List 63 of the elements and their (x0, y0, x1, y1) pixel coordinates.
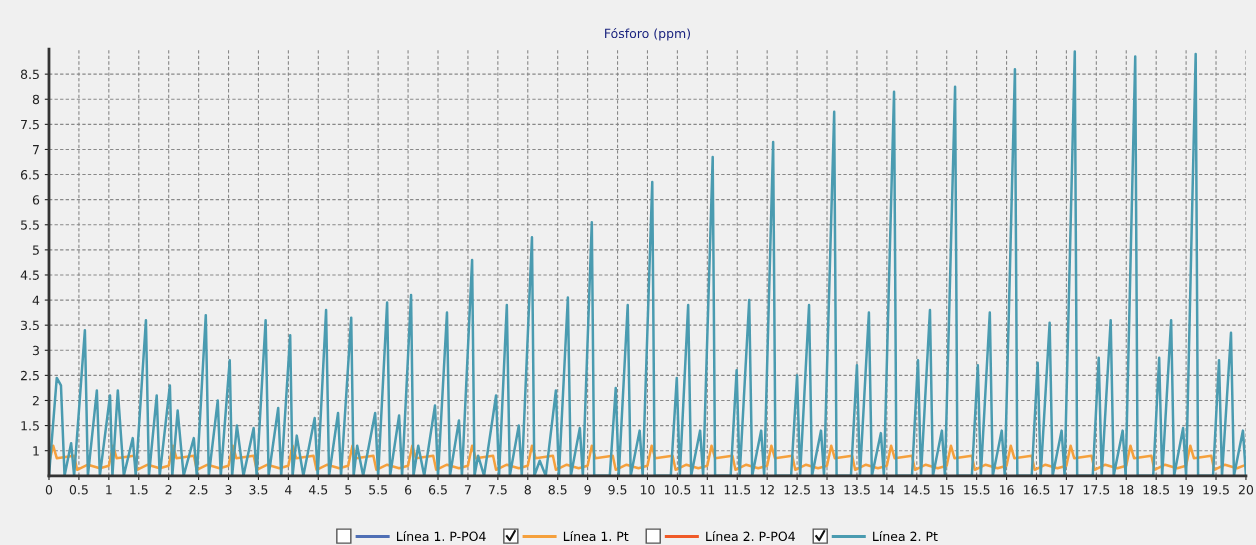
x-tick-label: 12 (760, 485, 774, 495)
y-tick-label: 7.5 (21, 119, 39, 130)
x-tick-label: 19 (1179, 485, 1194, 495)
legend-label: Línea 1. P-PO4 (397, 530, 486, 542)
x-tick-label: 1 (106, 485, 112, 495)
x-tick-label: 2 (165, 485, 172, 495)
x-tick-label: 5.5 (369, 485, 387, 495)
y-tick-label: 4 (32, 295, 40, 305)
x-tick-label: 17 (1059, 485, 1074, 495)
x-tick-label: 8.5 (548, 485, 567, 495)
x-tick-label: 20 (1238, 485, 1254, 495)
x-tick-label: 18.5 (1143, 485, 1169, 495)
x-tick-label: 6 (404, 485, 412, 495)
y-tick-label: 6 (32, 195, 40, 205)
x-tick-label: 4.5 (308, 485, 328, 495)
x-tick-label: 17.5 (1083, 485, 1110, 495)
x-tick-label: 15 (940, 485, 954, 495)
x-tick-label: 15.5 (964, 485, 990, 495)
x-tick-label: 10.5 (664, 485, 691, 495)
y-tick-label: 6.5 (20, 170, 39, 180)
x-tick-label: 3.5 (249, 485, 268, 495)
y-tick-label: 2.5 (20, 370, 39, 381)
y-tick-label: 4.5 (20, 270, 39, 280)
y-tick-label: 7 (33, 145, 39, 155)
y-tick-label: 2 (32, 395, 39, 406)
x-tick-label: 11 (700, 485, 715, 495)
x-tick-label: 9 (584, 485, 591, 495)
legend-label: Línea 2. P-PO4 (706, 530, 795, 542)
x-tick-label: 3 (225, 485, 232, 495)
x-tick-label: 2.5 (189, 485, 208, 495)
y-tick-label: 5.5 (21, 220, 39, 230)
y-tick-label: 1 (33, 446, 39, 456)
x-tick-label: 9.5 (608, 485, 627, 495)
x-tick-label: 6.5 (428, 485, 447, 495)
x-tick-label: 7 (464, 485, 471, 495)
chart-title: Fósforo (ppm) (605, 27, 691, 41)
x-tick-label: 1.5 (130, 485, 148, 495)
x-tick-label: 12.5 (784, 485, 810, 495)
x-tick-label: 14.5 (904, 485, 930, 495)
x-tick-label: 14 (880, 485, 895, 495)
x-tick-label: 8 (524, 485, 531, 495)
x-tick-label: 4 (285, 485, 292, 495)
line-series (48, 50, 1246, 476)
y-tick-label: 3.5 (21, 320, 39, 331)
x-tick-label: 5 (345, 485, 352, 495)
x-tick-label: 0 (45, 485, 53, 495)
x-tick-label: 13.5 (844, 485, 870, 495)
x-tick-label: 7.5 (488, 485, 507, 495)
legend-label: Línea 2. Pt (873, 530, 938, 542)
x-tick-label: 11.5 (724, 485, 751, 495)
x-tick-label: 16 (999, 485, 1014, 495)
x-tick-label: 16.5 (1023, 485, 1050, 495)
legend-label: Línea 1. Pt (563, 530, 629, 542)
y-tick-label: 8.5 (20, 69, 39, 80)
x-tick-label: 18 (1119, 485, 1134, 495)
x-tick-label: 19.5 (1203, 485, 1229, 495)
x-tick-label: 0.5 (69, 485, 88, 495)
x-tick-label: 10 (640, 485, 655, 495)
y-tick-label: 5 (32, 245, 39, 255)
y-tick-label: 8 (32, 94, 40, 105)
x-tick-label: 13 (820, 485, 834, 495)
y-tick-label: 3 (32, 345, 39, 356)
y-tick-label: 1.5 (21, 421, 39, 431)
